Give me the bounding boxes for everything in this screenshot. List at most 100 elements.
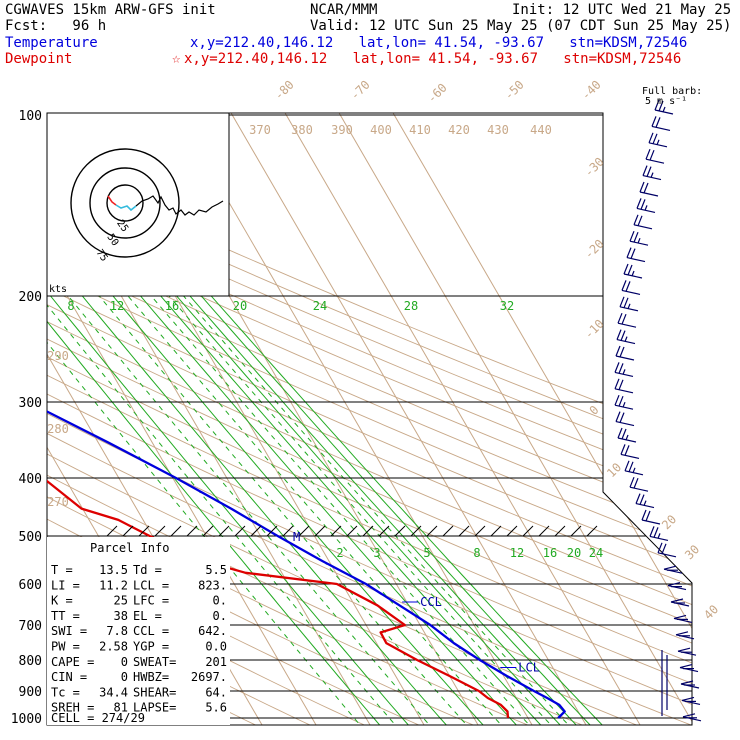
pressure-tick-label: 900 [19,685,42,700]
hatch-mark [298,525,310,537]
hatch-mark [154,525,166,537]
dewpoint-star-icon: ☆ [172,51,181,67]
parcel-info-cell: TT = [51,609,80,623]
parcel-info-cell: 34.4 [99,685,128,699]
parcel-info-cell: 0. [213,594,227,608]
theta-label: 290 [47,349,69,363]
hatch-mark [218,525,230,537]
mixing-ratio-line [189,282,596,725]
wind-barb [620,444,640,459]
dry-adiabat-line [47,113,692,725]
dry-adiabat-line [47,113,692,725]
wind-barb [654,99,674,115]
wind-barb [626,247,646,263]
theta-label: 400 [370,123,392,137]
mixing-ratio-line [47,282,385,725]
isotherm-label: -80 [272,78,297,103]
parcel-info-rows: T = 13.5 Td = 5.5 LI = 11.2 LCL = 823. K = 25 LFC … [51,563,227,715]
dry-adiabat-line [47,113,692,725]
isotherm-line [377,113,692,725]
wind-barb [624,460,644,476]
hatch-mark [458,525,470,537]
dry-adiabat-line [47,113,692,725]
hatch-mark [122,525,134,537]
dewpoint-profile-line [47,114,510,719]
theta-label: 280 [47,422,69,436]
parcel-info-cell: 0. [213,609,227,623]
hatch-mark [346,525,358,537]
hatch-mark [250,525,262,537]
isotherm-label: 20 [659,512,679,532]
wind-barb [614,378,634,394]
mixing-ratio-label: 32 [500,299,514,313]
wind-barb [619,296,639,312]
mixing-ratio-label: 24 [589,546,603,560]
parcel-info-cell: 201 [205,655,227,669]
dry-adiabat-line [47,113,692,725]
isotherm-line [323,113,692,725]
barb-legend-line2: 5 m s⁻¹ [645,96,687,107]
wind-barb [614,362,634,377]
parcel-info-cell: HWBZ= [133,670,169,684]
hatch-mark [330,525,342,537]
parcel-info-cell: 0.0 [205,640,227,654]
parcel-info-cell: T = [51,563,73,577]
theta-label: 430 [487,123,509,137]
mixing-ratio-label: 16 [165,299,179,313]
mixing-ratio-line [148,282,546,725]
wind-barb [673,614,693,623]
init-time: Init: 12 UTC Wed 21 May 25 [512,2,731,18]
dry-adiabat-line [47,113,692,725]
parcel-info-cell: 13.5 [99,563,128,577]
hodograph-ring [106,184,144,222]
parcel-info-cell: SHEAR= [133,685,176,699]
wind-barb [670,598,690,607]
hatch-mark [570,525,582,537]
valid-time: Valid: 12 UTC Sun 25 May 25 (07 CDT Sun … [310,18,731,34]
wind-barb [635,493,655,509]
wind-barb [682,713,702,722]
parcel-info-cell: 2.58 [99,640,128,654]
parcel-info-cell: 7.8 [106,624,128,638]
wind-barb [677,647,697,656]
hodograph-ring [89,167,161,239]
theta-label: 370 [249,123,271,137]
wind-barb [623,263,643,279]
isotherm-label: -70 [348,78,373,103]
pressure-tick-label: 200 [19,290,42,305]
parcel-info-cell: 0 [121,670,128,684]
parcel-info-cell: 642. [198,624,227,638]
parcel-info-cell: LCL = [133,578,169,592]
ccl-label: CCL [420,595,442,609]
forecast-hour: Fcst: 96 h [5,18,106,34]
parcel-info-cell: Td = [133,563,162,577]
parcel-info-cell: PW = [51,640,80,654]
dry-adiabat-line [47,113,692,725]
mixing-ratio-line [47,282,414,725]
hatch-mark [170,525,182,537]
mixing-ratio-line [70,282,452,725]
hatch-mark [538,525,550,537]
mixing-ratio-label: 20 [233,299,247,313]
parcel-info-cell: 2697. [191,670,227,684]
wind-barb [629,476,649,492]
pressure-tick-label: 400 [19,472,42,487]
wind-barb [633,214,653,230]
dry-adiabat-line [47,113,692,725]
parcel-info-cell: 38 [114,609,128,623]
mixing-ratio-label: 3 [373,546,380,560]
mixing-ratio-label: 12 [510,546,524,560]
dewpoint-location: x,y=212.40,146.12 lat,lon= 41.54, -93.67… [184,51,681,67]
pressure-tick-label: 100 [19,109,42,124]
pressure-tick-label: 500 [19,530,42,545]
theta-label: 270 [47,495,69,509]
isotherm-label: 10 [604,460,624,480]
parcel-info-cell: K = [51,594,73,608]
hodograph-trace-upper [135,195,224,216]
wind-barb [617,312,637,328]
sounding-profiles [47,114,566,719]
mixing-ratio-line [47,282,401,725]
mixing-ratio-line [177,282,582,725]
